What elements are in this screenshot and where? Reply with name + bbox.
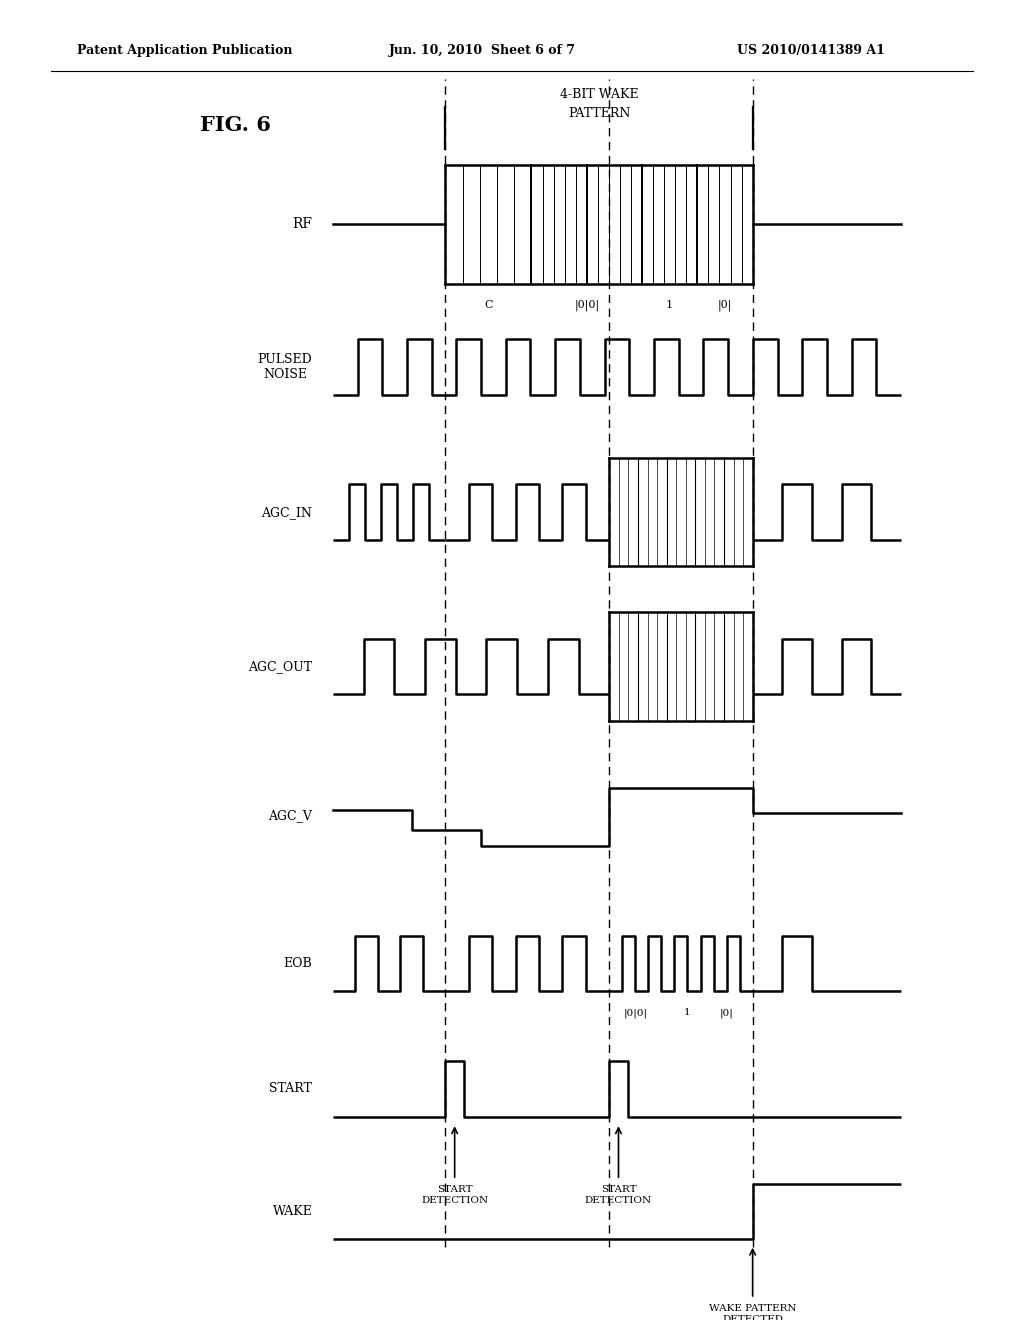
Text: 4-BIT WAKE: 4-BIT WAKE [560,88,638,102]
Text: C: C [484,300,493,310]
Text: START: START [269,1082,312,1096]
Text: 1: 1 [684,1008,691,1018]
Text: Jun. 10, 2010  Sheet 6 of 7: Jun. 10, 2010 Sheet 6 of 7 [389,44,577,57]
Text: AGC_OUT: AGC_OUT [248,660,312,673]
Text: START
DETECTION: START DETECTION [585,1185,652,1205]
Text: AGC_IN: AGC_IN [261,506,312,519]
Text: RF: RF [292,218,312,231]
Text: PULSED
NOISE: PULSED NOISE [258,352,312,381]
Text: Patent Application Publication: Patent Application Publication [77,44,292,57]
Text: |0|: |0| [718,300,732,312]
Text: FIG. 6: FIG. 6 [200,115,270,136]
Text: WAKE: WAKE [272,1205,312,1218]
Text: WAKE PATTERN
DETECTED: WAKE PATTERN DETECTED [709,1304,797,1320]
Text: |0|0|: |0|0| [574,300,599,312]
Text: EOB: EOB [284,957,312,970]
Text: 1: 1 [667,300,673,310]
Text: |0|0|: |0|0| [624,1008,647,1018]
Text: AGC_V: AGC_V [268,809,312,822]
Text: US 2010/0141389 A1: US 2010/0141389 A1 [737,44,885,57]
Text: |0|: |0| [720,1008,733,1018]
Text: PATTERN: PATTERN [568,107,630,120]
Text: START
DETECTION: START DETECTION [421,1185,488,1205]
